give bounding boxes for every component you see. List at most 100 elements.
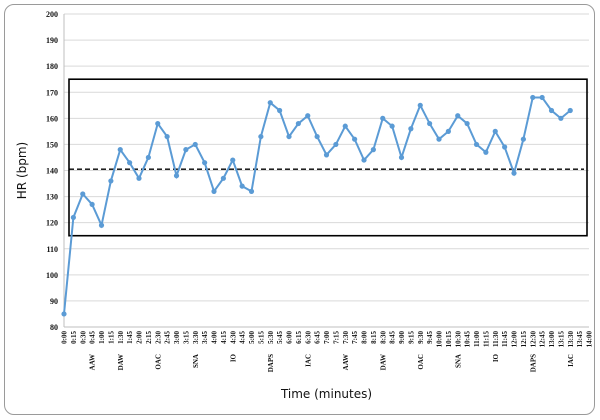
data-point	[89, 201, 95, 208]
data-point	[295, 120, 301, 127]
data-point	[389, 123, 395, 129]
x-tick-label: 8:15	[370, 331, 378, 344]
x-tick-label: 0:00	[61, 331, 69, 344]
data-point	[520, 136, 526, 142]
y-tick-label: 100	[46, 271, 58, 280]
x-tick-label: 8:30	[379, 331, 387, 344]
data-point	[220, 175, 226, 181]
x-tick-label: 7:00	[323, 331, 331, 344]
x-tick-label: 5:15	[257, 331, 265, 344]
phase-label: AAW	[89, 354, 97, 370]
x-tick-label: 11:15	[482, 331, 490, 347]
data-point	[483, 149, 489, 155]
data-point	[427, 120, 433, 127]
x-tick-label: 1:30	[117, 331, 125, 344]
phase-label: SNA	[192, 354, 200, 368]
y-tick-label: 150	[46, 140, 58, 149]
x-tick-label: 12:45	[539, 331, 547, 348]
phase-label: DAW	[117, 354, 125, 370]
y-axis-title: HR (bpm)	[15, 142, 29, 199]
x-tick-label: 8:45	[389, 331, 397, 344]
data-point	[127, 160, 133, 166]
data-point	[436, 136, 442, 142]
phase-label: IO	[492, 353, 500, 362]
data-point	[305, 113, 311, 119]
data-point	[492, 128, 498, 134]
data-point	[314, 133, 320, 140]
phase-label: DAW	[379, 354, 387, 370]
data-point	[567, 107, 573, 114]
data-point	[511, 170, 517, 176]
data-point	[145, 154, 151, 161]
y-tick-label: 190	[46, 36, 58, 45]
x-tick-label: 3:30	[192, 331, 200, 344]
data-point	[183, 147, 189, 153]
x-tick-label: 1:45	[126, 331, 134, 344]
x-tick-label: 4:45	[239, 331, 247, 344]
data-point	[61, 311, 67, 317]
data-point	[361, 157, 367, 163]
x-tick-label: 9:30	[417, 331, 425, 344]
data-point	[539, 94, 545, 101]
x-tick-label: 2:45	[164, 331, 172, 344]
x-tick-label: 12:15	[520, 331, 528, 348]
data-point	[352, 136, 358, 142]
y-tick-label: 90	[50, 297, 58, 306]
data-point	[136, 175, 142, 181]
phase-label: SNA	[454, 354, 462, 368]
data-point	[173, 173, 180, 179]
data-point	[464, 120, 470, 127]
data-point	[192, 141, 198, 148]
y-tick-label: 80	[50, 323, 58, 332]
x-tick-label: 7:15	[332, 331, 340, 344]
phase-label: IAC	[567, 354, 575, 367]
y-tick-label: 130	[46, 193, 58, 202]
data-point	[248, 188, 255, 194]
data-point	[398, 154, 405, 161]
data-point	[473, 141, 480, 148]
data-point	[370, 147, 376, 153]
x-tick-label: 12:00	[511, 331, 519, 348]
x-tick-label: 4:30	[229, 331, 237, 344]
data-point	[230, 157, 236, 163]
phase-label: IO	[229, 353, 237, 362]
x-tick-label: 14:00	[586, 331, 594, 348]
x-tick-label: 13:45	[576, 331, 584, 348]
x-tick-label: 11:30	[492, 331, 500, 347]
x-tick-label: 3:45	[201, 331, 209, 344]
y-tick-label: 160	[46, 114, 58, 123]
x-tick-label: 11:45	[501, 331, 509, 347]
data-point	[558, 115, 564, 121]
x-tick-label: 0:30	[79, 331, 87, 344]
x-tick-label: 4:00	[211, 331, 219, 344]
data-point	[323, 152, 330, 158]
x-tick-label: 9:15	[407, 331, 415, 344]
data-point	[380, 115, 386, 121]
x-tick-label: 10:30	[454, 331, 462, 348]
y-tick-label: 120	[46, 219, 58, 228]
data-point	[530, 94, 536, 101]
data-point	[445, 128, 451, 134]
data-point	[164, 133, 170, 140]
x-tick-label: 1:15	[107, 331, 115, 344]
x-tick-label: 10:15	[445, 331, 453, 348]
phase-label: OAC	[417, 354, 425, 370]
data-point	[155, 120, 161, 127]
x-tick-label: 13:15	[557, 331, 565, 348]
x-tick-label: 1:00	[98, 331, 106, 344]
y-tick-label: 170	[46, 88, 58, 97]
x-tick-label: 6:15	[295, 331, 303, 344]
phase-label: AAW	[342, 354, 350, 370]
x-tick-label: 6:30	[304, 331, 312, 344]
data-point	[80, 191, 86, 197]
x-tick-label: 6:00	[286, 331, 294, 344]
x-tick-label: 9:00	[398, 331, 406, 344]
data-point	[70, 214, 76, 221]
x-tick-label: 0:15	[70, 331, 78, 344]
x-tick-label: 11:00	[473, 331, 481, 347]
x-tick-label: 10:00	[436, 331, 444, 348]
x-tick-label: 12:30	[529, 331, 537, 348]
data-point	[286, 133, 292, 140]
x-tick-label: 2:00	[136, 331, 144, 344]
